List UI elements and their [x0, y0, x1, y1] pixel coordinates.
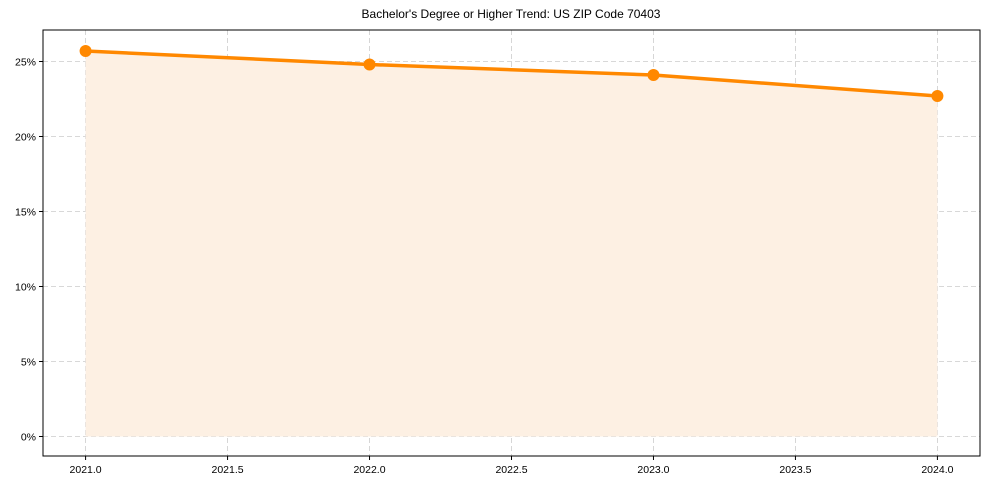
area-fill	[85, 51, 938, 437]
data-point	[79, 45, 92, 57]
x-tick-label: 2021.5	[211, 464, 243, 476]
x-tick-label: 2024.0	[921, 464, 953, 476]
data-point	[647, 69, 660, 81]
y-tick-label: 20%	[15, 132, 36, 144]
y-tick-label: 15%	[15, 207, 36, 219]
y-tick-label: 25%	[15, 57, 36, 69]
x-tick-label: 2022.5	[495, 464, 527, 476]
x-tick-label: 2023.0	[637, 464, 669, 476]
data-point	[363, 58, 376, 71]
x-tick-label: 2021.0	[70, 464, 102, 476]
data-points	[79, 45, 944, 102]
y-axis: 0% 5% 10% 15% 20% 25%	[15, 57, 43, 444]
data-point	[931, 90, 944, 102]
x-tick-label: 2023.5	[779, 464, 811, 476]
chart-title: Bachelor's Degree or Higher Trend: US ZI…	[361, 7, 661, 21]
y-tick-label: 0%	[21, 432, 36, 444]
y-tick-label: 10%	[15, 282, 36, 294]
data-line	[85, 49, 938, 98]
x-axis: 2021.0 2021.5 2022.0 2022.5 2023.0 2023.5 2024…	[70, 456, 954, 476]
x-tick-label: 2022.0	[353, 464, 385, 476]
y-tick-label: 5%	[21, 357, 36, 369]
